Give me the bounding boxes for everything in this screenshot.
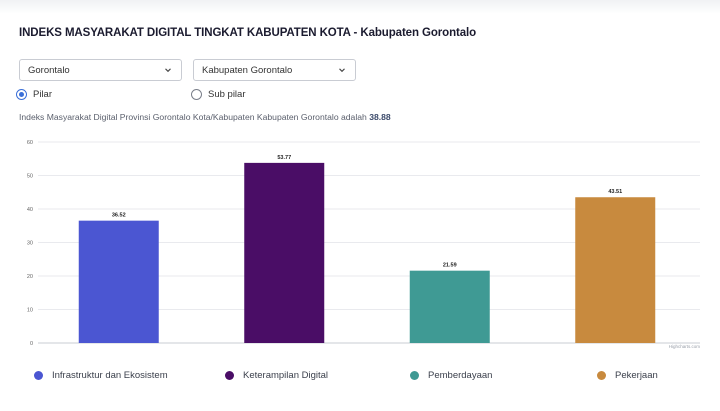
legend-item[interactable]: Keterampilan Digital xyxy=(225,370,328,381)
data-label: 53.77 xyxy=(277,155,291,161)
y-tick-label: 20 xyxy=(27,274,33,280)
radio-unchecked-icon xyxy=(191,89,202,100)
legend-label: Keterampilan Digital xyxy=(243,370,329,381)
bar-4 xyxy=(575,197,656,343)
y-tick-label: 40 xyxy=(27,207,33,213)
regency-select[interactable]: Kabupaten Gorontalo xyxy=(193,59,356,81)
radio-sub-pilar-label: Sub pilar xyxy=(208,89,246,100)
legend-swatch xyxy=(34,371,43,380)
legend-swatch xyxy=(410,371,419,380)
y-tick-label: 10 xyxy=(27,308,33,314)
bar-chart: 0 10 20 30 40 50 60 36.52 53.77 21.59 43.51 Highcha… xyxy=(27,140,701,349)
legend-swatch xyxy=(597,371,606,380)
top-shadow xyxy=(0,0,720,14)
legend-item[interactable]: Infrastruktur dan Ekosistem xyxy=(34,370,168,381)
summary-label: Indeks Masyarakat Digital Provinsi Goron… xyxy=(19,112,367,122)
chevron-down-icon xyxy=(337,65,347,75)
y-tick-label: 0 xyxy=(30,341,33,347)
legend-item[interactable]: Pemberdayaan xyxy=(410,370,492,381)
y-tick-label: 60 xyxy=(27,140,33,146)
legend-item[interactable]: Pekerjaan xyxy=(597,370,658,381)
chevron-down-icon xyxy=(163,65,173,75)
bar-2 xyxy=(244,162,325,343)
data-label: 36.52 xyxy=(112,213,126,219)
province-select[interactable]: Gorontalo xyxy=(19,59,182,81)
summary-text: Indeks Masyarakat Digital Provinsi Goron… xyxy=(19,112,391,122)
radio-sub-pilar[interactable]: Sub pilar xyxy=(191,89,246,100)
legend-label: Pemberdayaan xyxy=(428,370,493,381)
summary-value: 38.88 xyxy=(369,112,391,122)
legend-label: Pekerjaan xyxy=(615,370,658,381)
radio-checked-icon xyxy=(16,89,27,100)
y-tick-label: 30 xyxy=(27,241,33,247)
chart-credit: Highcharts.com xyxy=(669,344,701,349)
legend-label: Infrastruktur dan Ekosistem xyxy=(52,370,168,381)
page-title: INDEKS MASYARAKAT DIGITAL TINGKAT KABUPA… xyxy=(19,27,477,39)
data-label: 43.51 xyxy=(608,189,622,195)
y-tick-label: 50 xyxy=(27,174,33,180)
bar-1 xyxy=(78,220,159,343)
regency-select-value: Kabupaten Gorontalo xyxy=(202,64,293,76)
province-select-value: Gorontalo xyxy=(28,64,70,76)
bar-3 xyxy=(409,270,490,343)
legend-swatch xyxy=(225,371,234,380)
data-label: 21.59 xyxy=(443,263,457,269)
radio-pilar[interactable]: Pilar xyxy=(16,89,52,100)
chart-legend: Infrastruktur dan Ekosistem Keterampilan … xyxy=(0,370,720,384)
radio-pilar-label: Pilar xyxy=(33,89,53,100)
